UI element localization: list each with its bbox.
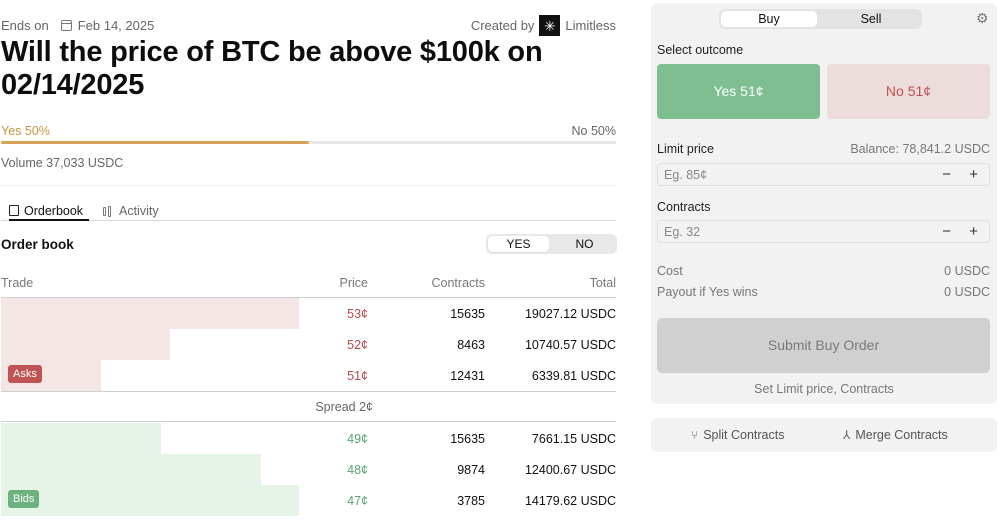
column-trade: Trade — [1, 276, 34, 290]
bids-badge: Bids — [8, 490, 40, 508]
probability-labels: Yes 50% No 50% — [1, 124, 616, 138]
merge-contracts-button[interactable]: ⅄ Merge Contracts — [843, 428, 948, 442]
calendar-icon — [60, 20, 72, 31]
creator-avatar[interactable]: ✳ — [539, 15, 561, 36]
ask-depth-bar — [1, 329, 171, 360]
bid-depth-bar — [1, 423, 161, 454]
column-price: Price — [339, 276, 368, 290]
select-outcome-label: Select outcome — [657, 43, 744, 57]
book-icon — [9, 205, 19, 216]
contracts-label: Contracts — [657, 200, 711, 214]
orderbook-title: Order book — [1, 237, 74, 252]
ask-depth-bar — [1, 298, 300, 329]
cost-label: Cost — [657, 264, 683, 278]
ask-row[interactable]: 53¢ 15635 19027.12 USDC — [1, 298, 616, 329]
contracts-input[interactable] — [664, 224, 914, 240]
limit-price-decrement-button[interactable]: − — [942, 166, 951, 183]
payout-value: 0 USDC — [944, 285, 990, 299]
no-probability: No 50% — [571, 124, 616, 138]
ends-label: Ends on — [1, 18, 49, 33]
market-meta: Ends on Feb 14, 2025 Created by ✳ Limitl… — [1, 15, 616, 36]
contracts-increment-button[interactable]: + — [969, 223, 978, 240]
ask-price: 51¢ — [347, 369, 368, 383]
bid-row[interactable]: 48¢ 9874 12400.67 USDC — [1, 454, 616, 485]
split-contracts-label: Split Contracts — [703, 428, 785, 442]
column-contracts: Contracts — [431, 276, 486, 290]
ask-total: 19027.12 USDC — [524, 307, 616, 321]
bid-total: 14179.62 USDC — [524, 494, 616, 508]
creator-name[interactable]: Limitless — [565, 18, 616, 33]
sell-tab[interactable]: Sell — [860, 12, 882, 26]
market-title: Will the price of BTC be above $100k on … — [1, 36, 543, 101]
divider — [1, 185, 616, 186]
merge-icon: ⅄ — [843, 428, 851, 442]
ask-total: 10740.57 USDC — [524, 338, 616, 352]
merge-contracts-label: Merge Contracts — [855, 428, 948, 442]
balance: Balance: 78,841.2 USDC — [850, 142, 990, 156]
buy-tab[interactable]: Buy — [721, 11, 817, 27]
bid-price: 47¢ — [347, 494, 368, 508]
contract-actions: ⑂ Split Contracts ⅄ Merge Contracts — [651, 418, 997, 452]
toggle-no[interactable]: NO — [575, 237, 594, 251]
probability-bar-fill — [1, 141, 309, 144]
bid-depth-bar — [1, 485, 300, 516]
ask-contracts: 15635 — [450, 307, 485, 321]
bid-total: 7661.15 USDC — [531, 432, 616, 446]
tab-activity[interactable]: Activity — [103, 202, 159, 220]
ask-price: 52¢ — [347, 338, 368, 352]
limit-price-field: − + — [657, 163, 990, 186]
limit-price-label: Limit price — [657, 142, 714, 156]
spread-value: Spread 2¢ — [315, 400, 373, 414]
asks-badge: Asks — [8, 365, 42, 383]
bid-total: 12400.67 USDC — [524, 463, 616, 477]
split-contracts-button[interactable]: ⑂ Split Contracts — [691, 428, 784, 442]
orderbook-header: Trade Price Contracts Total — [1, 274, 616, 298]
cost-value: 0 USDC — [944, 264, 990, 278]
contracts-field: − + — [657, 220, 990, 243]
spread-row: Spread 2¢ — [1, 391, 616, 422]
split-icon: ⑂ — [691, 428, 699, 442]
gear-icon[interactable]: ⚙ — [976, 10, 989, 26]
tab-orderbook-label: Orderbook — [24, 203, 84, 218]
ask-row[interactable]: 52¢ 8463 10740.57 USDC — [1, 329, 616, 360]
orderbook-outcome-toggle: YES NO — [486, 234, 617, 254]
submit-hint: Set Limit price, Contracts — [754, 382, 894, 396]
bid-price: 49¢ — [347, 432, 368, 446]
bid-row[interactable]: 49¢ 15635 7661.15 USDC — [1, 423, 616, 454]
bid-depth-bar — [1, 454, 262, 485]
tab-activity-label: Activity — [119, 204, 159, 218]
creator[interactable]: Created by ✳ Limitless — [471, 15, 616, 36]
activity-icon — [103, 205, 114, 217]
market-volume: Volume 37,033 USDC — [1, 156, 124, 170]
ask-row[interactable]: Asks 51¢ 12431 6339.81 USDC — [1, 360, 616, 391]
bid-row[interactable]: Bids 47¢ 3785 14179.62 USDC — [1, 485, 616, 516]
tab-orderbook[interactable]: Orderbook — [9, 202, 90, 221]
bid-price: 48¢ — [347, 463, 368, 477]
ask-contracts: 12431 — [450, 369, 485, 383]
yes-probability: Yes 50% — [1, 124, 50, 138]
ask-price: 53¢ — [347, 307, 368, 321]
toggle-yes[interactable]: YES — [488, 236, 549, 252]
bid-contracts: 3785 — [457, 494, 485, 508]
no-outcome-button[interactable]: No 51¢ — [827, 64, 990, 119]
ask-total: 6339.81 USDC — [531, 369, 616, 383]
probability-bar — [1, 141, 616, 144]
yes-outcome-button[interactable]: Yes 51¢ — [657, 64, 820, 119]
submit-order-button[interactable]: Submit Buy Order — [657, 318, 990, 373]
end-date: Ends on Feb 14, 2025 — [1, 18, 154, 33]
payout-label: Payout if Yes wins — [657, 285, 758, 299]
limit-price-input[interactable] — [664, 167, 914, 183]
contracts-decrement-button[interactable]: − — [942, 223, 951, 240]
limit-price-increment-button[interactable]: + — [969, 166, 978, 183]
created-by-label: Created by — [470, 18, 535, 33]
ends-date: Feb 14, 2025 — [77, 18, 155, 33]
bid-contracts: 9874 — [457, 463, 485, 477]
tab-bar: Orderbook Activity — [1, 200, 616, 221]
column-total: Total — [589, 276, 616, 290]
bid-contracts: 15635 — [450, 432, 485, 446]
trade-panel: Buy Sell ⚙ Select outcome Yes 51¢ No 51¢… — [651, 3, 997, 404]
ask-contracts: 8463 — [457, 338, 485, 352]
buy-sell-toggle: Buy Sell — [719, 9, 922, 29]
